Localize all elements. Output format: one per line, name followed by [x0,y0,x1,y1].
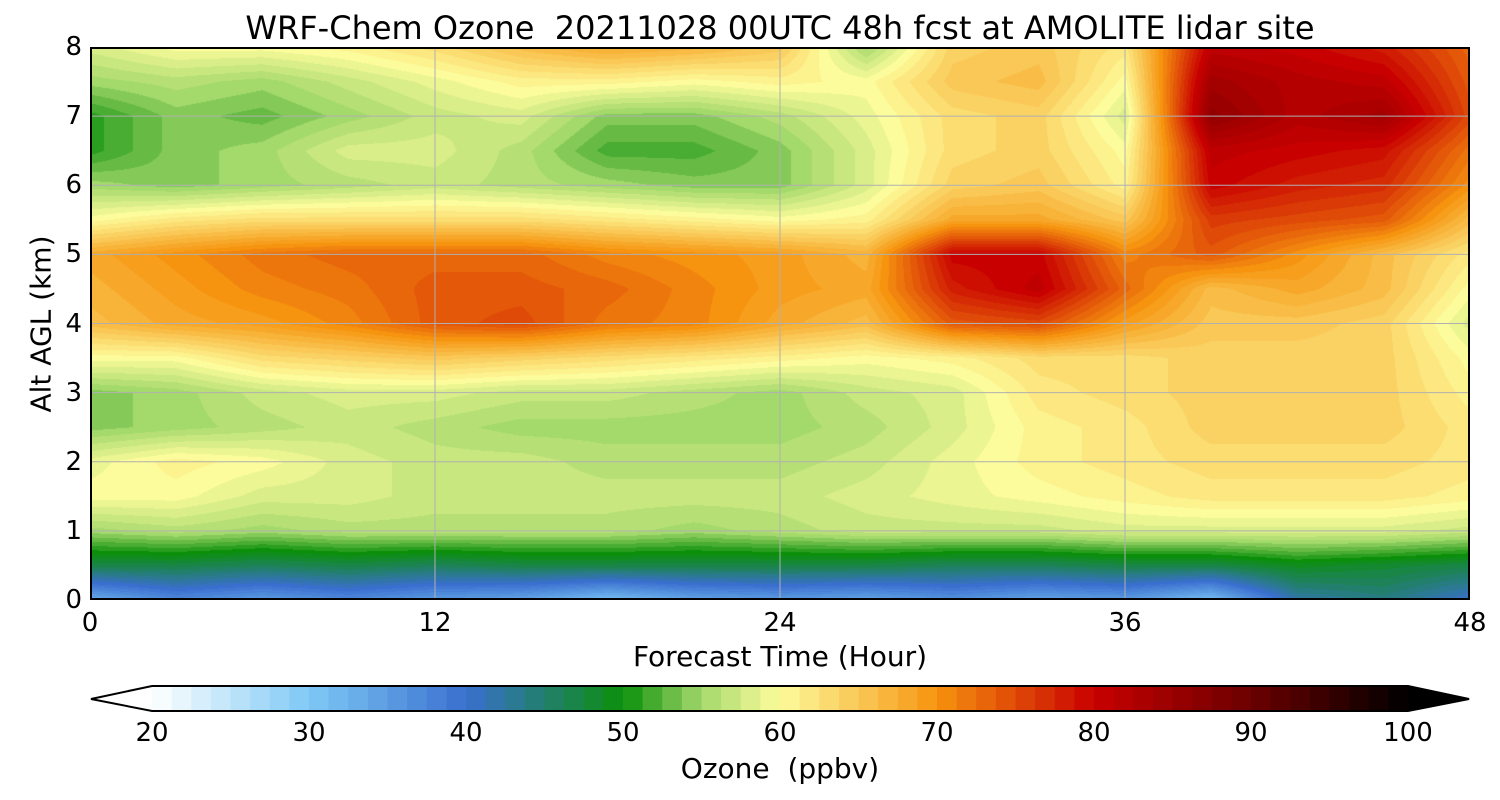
x-tick-label: 12 [418,608,452,638]
colorbar-segment [780,686,801,711]
colorbar-segment [642,686,663,711]
colorbar-segment [583,686,604,711]
colorbar-segment [426,686,447,711]
colorbar-segment [387,686,408,711]
colorbar-segment [289,686,310,711]
colorbar-segment [799,686,820,711]
colorbar-segment [760,686,781,711]
colorbar-segment [250,686,271,711]
colorbar-segment [1329,686,1350,711]
colorbar-segment [1270,686,1291,711]
colorbar-segment [544,686,565,711]
colorbar-outline [90,685,1470,712]
colorbar-segment [1349,686,1370,711]
y-tick-label: 4 [65,308,82,339]
colorbar-segment [1251,686,1272,711]
colorbar-segment [1290,686,1311,711]
colorbar-segment [1388,686,1409,711]
colorbar-segment [348,686,369,711]
y-axis-label: Alt AGL (km) [24,235,58,413]
colorbar-segment [838,686,860,711]
y-tick-label: 7 [65,101,82,132]
colorbar-segment [564,686,585,711]
colorbar-segment [1054,686,1075,711]
colorbar-segment [407,686,428,711]
colorbar-tick-label: 40 [449,718,483,748]
colorbar-segment [446,686,467,711]
colorbar-tick-label: 60 [763,718,797,748]
colorbar-segment [367,686,389,711]
colorbar-segment [1015,686,1036,711]
x-tick-label: 0 [81,608,99,638]
x-axis-label: Forecast Time (Hour) [632,640,928,673]
colorbar-segment [1309,686,1331,711]
y-tick-label: 0 [65,585,82,615]
colorbar-segment [1133,686,1154,711]
colorbar-extend-low [90,686,152,711]
x-tick-label: 24 [763,608,797,638]
colorbar-segment [740,686,761,711]
colorbar-segment [897,686,918,711]
colorbar-segment [937,686,958,711]
colorbar-segment [152,686,173,711]
chart-title: WRF-Chem Ozone 20211028 00UTC 48h fcst a… [245,9,1315,47]
colorbar-segment [328,686,349,711]
y-tick-label: 3 [65,377,82,408]
y-tick-label: 2 [65,446,82,477]
colorbar-tick-label: 80 [1077,718,1111,748]
colorbar-segment [721,686,742,711]
colorbar [90,685,1470,712]
colorbar-segment [623,686,644,711]
colorbar-segment [485,686,506,711]
colorbar-tick-label: 100 [1383,718,1433,748]
colorbar-tick-label: 30 [292,718,326,748]
colorbar-segment [1113,686,1134,711]
colorbar-extend-high [1408,686,1470,711]
colorbar-segment [1035,686,1056,711]
colorbar-segment [1152,686,1174,711]
colorbar-tick-label: 20 [135,718,169,748]
y-tick-label: 8 [65,32,82,62]
y-tick-label: 5 [65,239,82,270]
colorbar-segment [878,686,899,711]
colorbar-segment [917,686,938,711]
colorbar-segment [858,686,879,711]
colorbar-segment [976,686,997,711]
colorbar-segment [662,686,683,711]
colorbar-segment [1192,686,1213,711]
colorbar-label: Ozone (ppbv) [680,752,880,785]
colorbar-segment [524,686,546,711]
colorbar-segment [309,686,330,711]
colorbar-tick-label: 90 [1234,718,1268,748]
colorbar-segment [1231,686,1252,711]
colorbar-segment [1368,686,1389,711]
x-tick-label: 36 [1108,608,1142,638]
colorbar-segment [603,686,624,711]
y-tick-label: 1 [65,515,82,546]
colorbar-segment [995,686,1017,711]
colorbar-segment [701,686,722,711]
colorbar-segment [1094,686,1115,711]
colorbar-segment [681,686,703,711]
colorbar-tick-label: 70 [920,718,954,748]
colorbar-segment [269,686,290,711]
colorbar-segment [1074,686,1095,711]
y-tick-label: 6 [65,170,82,201]
x-tick-label: 48 [1453,608,1487,638]
colorbar-segment [1172,686,1193,711]
colorbar-segment [1211,686,1232,711]
colorbar-tick-label: 50 [606,718,640,748]
colorbar-segment [210,686,232,711]
colorbar-segment [505,686,526,711]
colorbar-segment [466,686,487,711]
colorbar-segment [956,686,977,711]
colorbar-segment [171,686,192,711]
colorbar-segment [191,686,212,711]
colorbar-segment [819,686,840,711]
plot-grid [90,47,1470,600]
colorbar-segment [230,686,251,711]
